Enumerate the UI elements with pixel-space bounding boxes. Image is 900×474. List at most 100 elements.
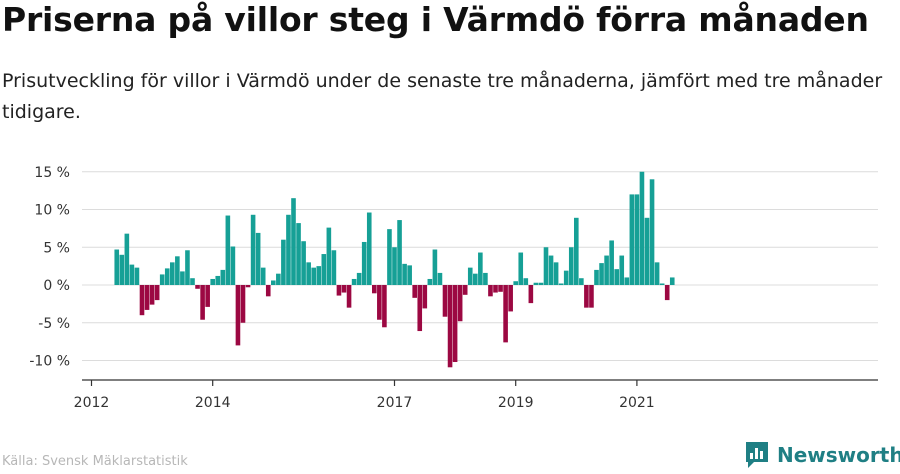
bar-positive xyxy=(579,278,584,285)
bar-negative xyxy=(412,285,417,298)
bar-positive xyxy=(594,269,599,285)
bar-positive xyxy=(180,271,185,285)
bar-positive xyxy=(271,280,276,285)
bar-positive xyxy=(599,263,604,285)
bar-negative xyxy=(488,285,493,297)
bar-positive xyxy=(609,240,614,285)
bar-positive xyxy=(478,252,483,285)
bar-positive xyxy=(170,262,175,285)
bar-negative xyxy=(200,285,205,320)
bar-positive xyxy=(669,277,675,285)
bar-negative xyxy=(462,285,468,295)
bar-positive xyxy=(296,223,301,285)
bar-positive xyxy=(260,267,266,285)
bar-positive xyxy=(563,270,569,285)
bar-positive xyxy=(614,269,619,285)
bar-positive xyxy=(175,256,180,285)
bar-positive xyxy=(215,275,221,285)
bar-positive xyxy=(114,249,120,285)
chart-title: Priserna på villor steg i Värmdö förra m… xyxy=(2,0,869,39)
bar-positive xyxy=(276,273,281,285)
bar-negative xyxy=(149,285,155,305)
bar-positive xyxy=(543,247,549,285)
y-tick-label: 5 % xyxy=(43,240,70,256)
bar-negative xyxy=(265,285,271,297)
bar-negative xyxy=(493,285,498,293)
bar-positive xyxy=(164,268,170,285)
bar-negative xyxy=(235,285,241,346)
bar-positive xyxy=(210,278,215,285)
bar-negative xyxy=(452,285,458,363)
bar-positive xyxy=(437,272,443,285)
bar-positive xyxy=(230,246,236,285)
x-tick-label: 2012 xyxy=(74,395,110,411)
bar-positive xyxy=(533,282,539,285)
y-tick-label: -5 % xyxy=(38,316,70,332)
bar-positive xyxy=(225,215,231,285)
bar-positive xyxy=(553,262,559,285)
bar-positive xyxy=(124,233,130,285)
bar-positive xyxy=(639,171,645,285)
y-tick-label: 10 % xyxy=(34,203,70,219)
chart-subtitle: Prisutveckling för villor i Värmdö under… xyxy=(2,70,883,123)
bar-positive xyxy=(387,229,392,285)
bar-positive xyxy=(311,267,316,285)
bar-negative xyxy=(584,285,589,308)
bar-positive xyxy=(407,265,412,285)
bar-positive xyxy=(427,278,433,285)
bar-positive xyxy=(402,263,407,285)
bar-positive xyxy=(301,241,306,285)
bar-negative xyxy=(508,285,513,312)
bar-negative xyxy=(240,285,246,323)
bar-negative xyxy=(346,285,352,308)
bar-positive xyxy=(568,247,574,285)
bar-positive xyxy=(250,214,256,285)
bar-negative xyxy=(664,285,670,301)
bar-negative xyxy=(589,285,594,308)
bar-positive xyxy=(654,262,660,285)
bar-positive xyxy=(351,278,357,285)
bar-negative xyxy=(422,285,428,309)
bar-positive xyxy=(432,249,438,285)
x-tick-label: 2017 xyxy=(377,395,413,411)
bar-negative xyxy=(154,285,160,301)
bar-negative xyxy=(372,285,377,294)
bar-positive xyxy=(286,214,291,285)
bar-negative xyxy=(503,285,508,343)
bar-positive xyxy=(366,212,372,285)
bar-negative xyxy=(417,285,423,332)
bar-positive xyxy=(483,272,488,285)
last-value-label: 1 % xyxy=(706,150,735,154)
bar-positive xyxy=(518,252,524,285)
bar-negative xyxy=(195,285,200,289)
bar-positive xyxy=(321,254,327,285)
bar-negative xyxy=(341,285,347,293)
bar-negative xyxy=(528,285,534,304)
bar-positive xyxy=(134,267,140,285)
bar-positive xyxy=(255,232,261,285)
bar-negative xyxy=(139,285,145,316)
bar-positive xyxy=(119,254,125,285)
bar-positive xyxy=(513,281,518,285)
bar-chart: 15 % 10 % 5 % 0 % -5 % -10 % 2012 2014 2017 2019 2… xyxy=(29,150,878,411)
y-tick-label: 15 % xyxy=(34,165,70,181)
x-tick-label: 2021 xyxy=(619,395,655,411)
x-tick-label: 2019 xyxy=(498,395,534,411)
bar-negative xyxy=(336,285,342,296)
bar-positive xyxy=(659,283,665,285)
bar-negative xyxy=(498,285,503,292)
bar-positive xyxy=(634,194,640,285)
source-note: Källa: Svensk Mäklarstatistik xyxy=(2,454,188,469)
bar-positive xyxy=(220,269,226,285)
bar-positive xyxy=(574,217,579,285)
bar-positive xyxy=(397,220,402,285)
bar-negative xyxy=(377,285,382,320)
y-tick-label: 0 % xyxy=(43,278,70,294)
bar-positive xyxy=(473,273,478,285)
bar-positive xyxy=(331,250,337,285)
bar-positive xyxy=(361,241,367,285)
bar-negative xyxy=(442,285,448,317)
bar-positive xyxy=(548,255,554,285)
bar-positive xyxy=(306,262,311,285)
bar-positive xyxy=(281,239,286,285)
